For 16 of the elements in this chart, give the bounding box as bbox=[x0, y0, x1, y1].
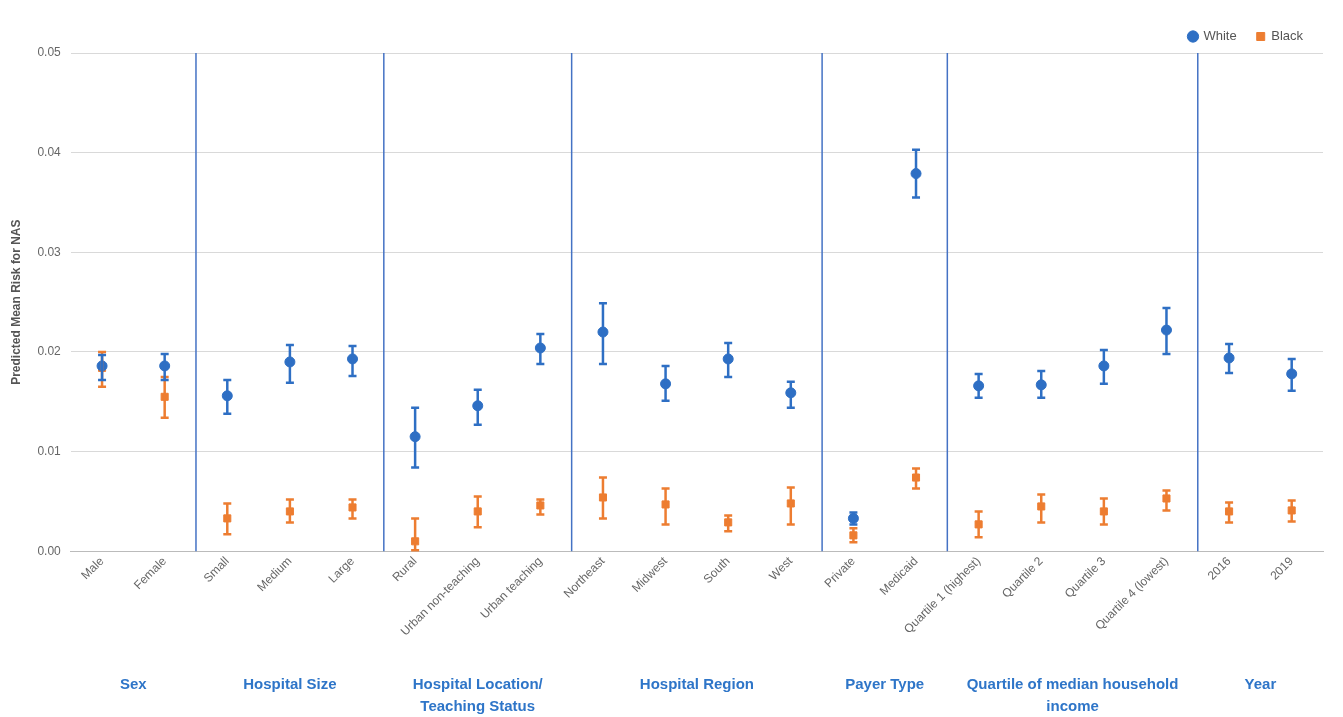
y-tick-label: 0.01 bbox=[37, 443, 62, 458]
y-axis-title: Predicted Mean Risk for NAS bbox=[8, 219, 23, 385]
text: Hospital Size bbox=[243, 675, 337, 693]
text: Quartile of median household income bbox=[966, 675, 1179, 715]
y-tick-label: 0.00 bbox=[37, 543, 62, 558]
text: Hospital Location/ Teaching Status bbox=[412, 675, 544, 715]
y-tick-label: 0.02 bbox=[37, 344, 62, 359]
y-tick-label: 0.05 bbox=[37, 45, 62, 60]
legend-label: White bbox=[1203, 28, 1237, 44]
legend-label: Black bbox=[1271, 28, 1304, 44]
y-tick-label: 0.04 bbox=[37, 144, 62, 159]
text: Payer Type bbox=[845, 675, 925, 693]
text: Sex bbox=[120, 675, 148, 693]
text: Year bbox=[1244, 675, 1277, 693]
y-tick-label: 0.03 bbox=[37, 244, 62, 259]
text: Hospital Region bbox=[639, 675, 754, 693]
